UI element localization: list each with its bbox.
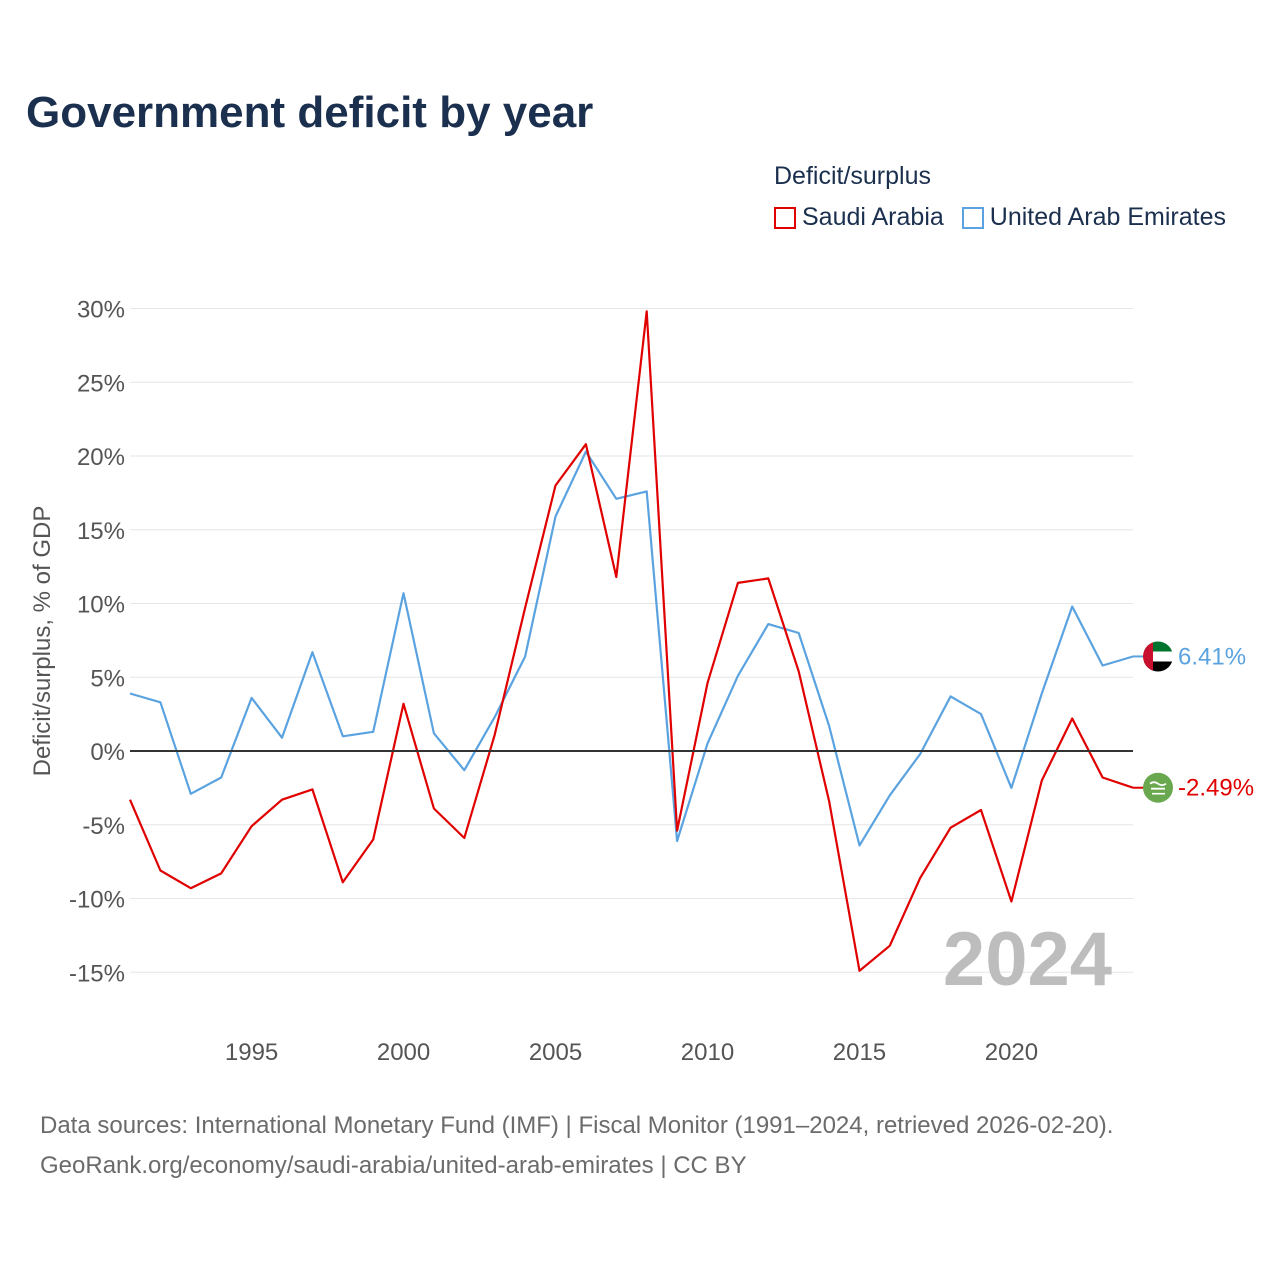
- source-note: Data sources: International Monetary Fun…: [40, 1106, 1113, 1186]
- y-tick-label: 5%: [90, 665, 125, 692]
- y-tick-label: -10%: [69, 887, 125, 914]
- legend-label-saudi-arabia: Saudi Arabia: [802, 203, 944, 231]
- x-tick-label: 2015: [833, 1039, 886, 1066]
- x-tick-label: 1995: [225, 1039, 278, 1066]
- y-tick-label: -5%: [82, 813, 125, 840]
- y-tick-label: 15%: [77, 518, 125, 545]
- legend-item-uae[interactable]: United Arab Emirates: [961, 203, 1226, 232]
- x-tick-label: 2020: [985, 1039, 1038, 1066]
- legend-items: Saudi Arabia United Arab Emirates: [774, 203, 1244, 232]
- series-line-saudi-arabia: [128, 310, 1134, 972]
- legend-swatch-saudi-arabia: [774, 206, 796, 229]
- uae-end-value-label: 6.41%: [1178, 643, 1246, 670]
- legend-label-uae: United Arab Emirates: [989, 203, 1226, 231]
- grid-lines: [130, 308, 1133, 973]
- uae-flag-icon: [1143, 641, 1173, 672]
- series-line-uae: [129, 450, 1134, 847]
- legend-item-saudi-arabia[interactable]: Saudi Arabia: [774, 203, 944, 232]
- y-axis-label: Deficit/surplus, % of GDP: [29, 506, 56, 777]
- source-line-2[interactable]: GeoRank.org/economy/saudi-arabia/united-…: [40, 1152, 747, 1179]
- y-tick-label: 30%: [77, 297, 125, 324]
- y-tick-label: 10%: [77, 592, 125, 619]
- x-tick-label: 2005: [529, 1039, 582, 1066]
- legend-swatch-uae: [961, 206, 984, 229]
- legend: Deficit/surplus Saudi Arabia United Arab…: [774, 162, 1244, 232]
- y-tick-label: -15%: [69, 960, 125, 987]
- chart-title: Government deficit by year: [26, 88, 594, 137]
- x-tick-labels: 1995 2000 2005 2010 2015 2020: [225, 1039, 1038, 1066]
- legend-title: Deficit/surplus: [774, 162, 931, 190]
- saudi-end-value-label: -2.49%: [1178, 775, 1254, 802]
- series-lines: [128, 310, 1134, 972]
- saudi-flag-icon: [1143, 772, 1173, 803]
- x-tick-label: 2000: [377, 1039, 430, 1066]
- y-tick-labels: 30% 25% 20% 15% 10% 5% 0% -5% -10% -15%: [69, 297, 125, 988]
- end-markers: 6.41% -2.49%: [1133, 641, 1254, 803]
- year-watermark: 2024: [943, 917, 1112, 1002]
- y-tick-label: 20%: [77, 444, 125, 471]
- y-tick-label: 25%: [77, 370, 125, 397]
- y-tick-label: 0%: [90, 739, 125, 766]
- source-line-1: Data sources: International Monetary Fun…: [40, 1112, 1114, 1139]
- x-tick-label: 2010: [681, 1039, 734, 1066]
